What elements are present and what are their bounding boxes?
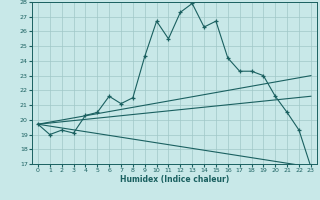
X-axis label: Humidex (Indice chaleur): Humidex (Indice chaleur) (120, 175, 229, 184)
